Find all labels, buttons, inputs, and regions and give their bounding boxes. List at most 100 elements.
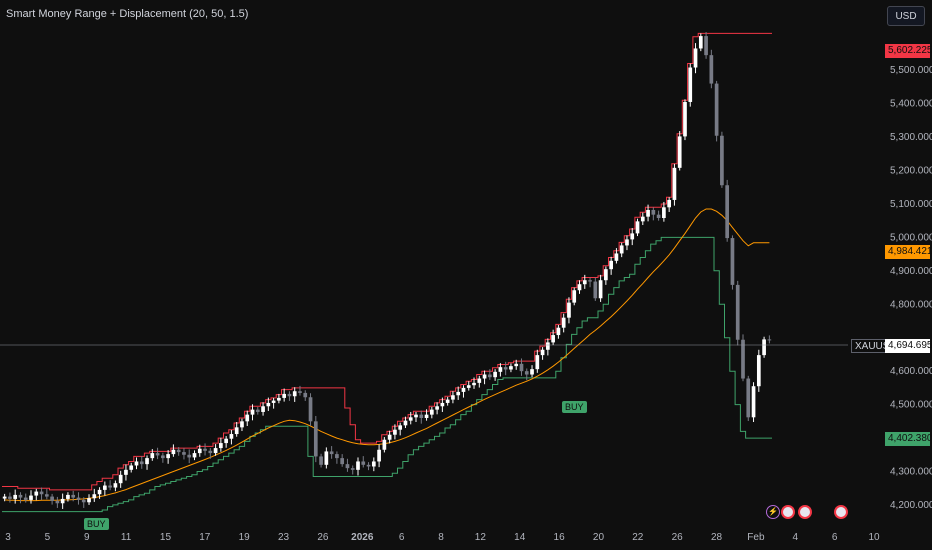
candle-body [308, 397, 313, 422]
price-tick-label: 5,400.000 [890, 99, 932, 110]
time-tick-label: 6 [399, 532, 405, 543]
candle-body [630, 233, 635, 240]
candle-body [213, 448, 218, 454]
candle-body [313, 421, 318, 457]
candle-body [466, 385, 471, 388]
price-tick-label: 5,200.000 [890, 166, 932, 177]
lightning-icon[interactable]: ⚡ [766, 505, 780, 519]
candle-body [197, 448, 202, 454]
candle-body [108, 485, 112, 488]
candle-body [350, 468, 355, 470]
price-tick-label: 5,300.000 [890, 132, 932, 143]
candle-body [429, 409, 434, 415]
candle-body [366, 464, 371, 467]
candle-body [588, 280, 592, 282]
price-tick-label: 4,200.000 [890, 500, 932, 511]
candle-body [319, 456, 323, 465]
candle-body [245, 414, 250, 422]
candle-body [767, 339, 772, 341]
candle-body [482, 374, 487, 379]
candle-body [39, 491, 44, 495]
candle-body [461, 387, 466, 392]
candle-body [282, 393, 287, 398]
candle-body [487, 374, 492, 378]
candle-body [87, 498, 91, 503]
candle-body [219, 443, 223, 449]
candle-body [567, 302, 571, 318]
time-tick-label: 16 [554, 532, 566, 543]
candle-body [693, 48, 698, 68]
candle-body [97, 489, 102, 495]
time-axis[interactable]: 3 5 9 11 15 17 19 23 26 2026 6 8 12 14 16 20 22 26 28 Feb 4 6… [5, 532, 880, 543]
candle-body [340, 458, 345, 465]
candle-body [419, 414, 424, 418]
candle-body [551, 335, 555, 343]
candle-body [393, 429, 397, 435]
candle-body [577, 284, 582, 291]
candle-body [672, 167, 677, 200]
candle-body [118, 474, 123, 484]
indicator-title[interactable]: Smart Money Range + Displacement (20, 50… [6, 8, 249, 20]
candle-body [688, 67, 693, 102]
candle-body [113, 483, 118, 488]
candle-body [44, 494, 49, 497]
price-tick-label: 4,300.000 [890, 466, 932, 477]
candle-body [92, 494, 97, 499]
currency-button[interactable]: USD [887, 6, 925, 26]
candle-body [656, 214, 661, 219]
lower-band-price-label: 4,402.380 [885, 432, 932, 446]
candle-body [741, 339, 745, 379]
candle-body [23, 497, 28, 500]
candle-body [530, 369, 534, 375]
candle-body [582, 280, 587, 285]
candle-body [619, 245, 624, 254]
us-flag-icon[interactable] [834, 505, 848, 519]
candle-body [50, 496, 54, 501]
candle-body [683, 101, 687, 137]
candle-body [234, 427, 239, 435]
candle-body [134, 461, 139, 466]
candle-body [361, 461, 366, 465]
candle-body [187, 454, 192, 458]
candle-body [356, 461, 360, 470]
time-tick-label: 8 [438, 532, 444, 543]
candle-body [440, 402, 445, 407]
candle-body [287, 393, 292, 397]
candle-body [377, 449, 381, 462]
time-tick-label: 19 [239, 532, 251, 543]
candle-body [161, 455, 165, 459]
candle-body [129, 465, 134, 470]
price-axis[interactable]: 5,500.000 5,400.000 5,300.000 5,200.000 5,10… [890, 65, 932, 511]
candle-body [572, 290, 577, 303]
time-tick-label: 5 [45, 532, 51, 543]
candle-body [604, 269, 608, 281]
candle-body [720, 135, 724, 186]
candle-body [746, 378, 751, 418]
candle-body [81, 499, 86, 503]
candle-body [709, 55, 714, 84]
candle-body [524, 371, 529, 375]
candle-body [66, 494, 70, 499]
time-tick-label: 10 [868, 532, 880, 543]
price-tick-label: 4,900.000 [890, 266, 932, 277]
us-flag-icon[interactable] [781, 505, 795, 519]
candle-body [751, 386, 756, 418]
time-tick-label: 4 [792, 532, 798, 543]
candle-body [451, 395, 455, 400]
candle-body [435, 406, 439, 410]
candles [2, 32, 772, 509]
time-tick-label: 15 [160, 532, 172, 543]
candle-body [250, 409, 255, 415]
candle-body [371, 461, 376, 467]
time-tick-label: 11 [121, 532, 132, 543]
candle-body [398, 425, 403, 430]
candle-body [155, 453, 160, 456]
candle-body [298, 391, 302, 393]
candle-body [456, 391, 461, 396]
candle-body [667, 199, 672, 208]
us-flag-icon[interactable] [798, 505, 812, 519]
candle-body [735, 284, 740, 340]
candle-body [651, 209, 656, 215]
candle-body [345, 464, 350, 469]
